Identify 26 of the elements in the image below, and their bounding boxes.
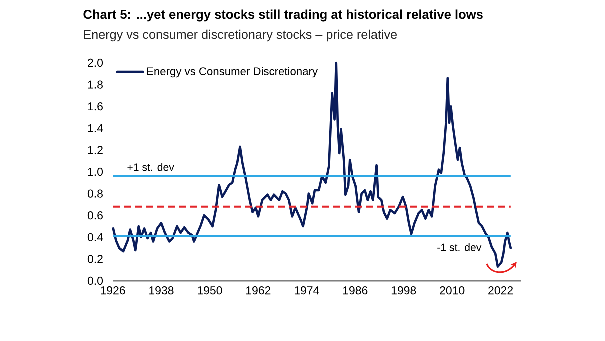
ref-line-label: -1 st. dev	[438, 244, 482, 252]
x-tick-label: 1938	[150, 286, 174, 295]
y-tick-label: 0.2	[88, 255, 103, 264]
chart-subtitle: Energy vs consumer discretionary stocks – price relative	[84, 30, 398, 42]
y-tick-label: 1.2	[88, 146, 103, 154]
x-tick-label: 1974	[294, 286, 320, 295]
y-tick-label: 0.4	[88, 233, 104, 242]
x-tick-label: 2010	[440, 286, 465, 295]
y-tick-label: 1.0	[88, 168, 104, 176]
x-tick-label: 1962	[246, 286, 271, 295]
x-tick-label: 1998	[392, 286, 416, 295]
x-tick-label: 2022	[488, 286, 514, 295]
y-tick-label: 1.6	[88, 102, 103, 111]
y-tick-label: 2.0	[88, 58, 104, 68]
line-series	[112, 62, 512, 268]
y-tick-label: 1.8	[88, 80, 103, 89]
x-tick-label: 1950	[198, 286, 222, 295]
y-tick-label: 0.0	[88, 276, 104, 286]
x-tick-label: 1926	[101, 286, 126, 295]
y-tick-label: 0.8	[88, 190, 103, 198]
chart-title: Chart 5: ...yet energy stocks still trading at historical relative lows	[84, 10, 483, 22]
ref-line-label: +1 st. dev	[128, 163, 174, 172]
y-tick-label: 1.4	[88, 124, 104, 132]
y-tick-label: 0.6	[88, 212, 103, 220]
x-tick-label: 1986	[343, 286, 368, 295]
legend-label: Energy vs Consumer Discretionary	[147, 67, 318, 78]
